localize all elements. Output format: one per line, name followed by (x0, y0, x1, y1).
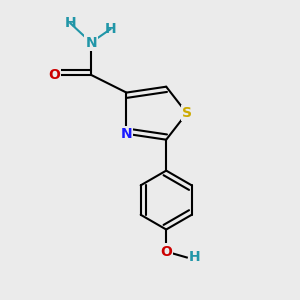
Text: N: N (85, 35, 97, 50)
Text: N: N (121, 127, 132, 141)
Text: O: O (48, 68, 60, 82)
Text: H: H (65, 16, 76, 30)
Text: O: O (160, 244, 172, 259)
Text: S: S (182, 106, 192, 120)
Text: H: H (104, 22, 116, 36)
Text: H: H (188, 250, 200, 265)
